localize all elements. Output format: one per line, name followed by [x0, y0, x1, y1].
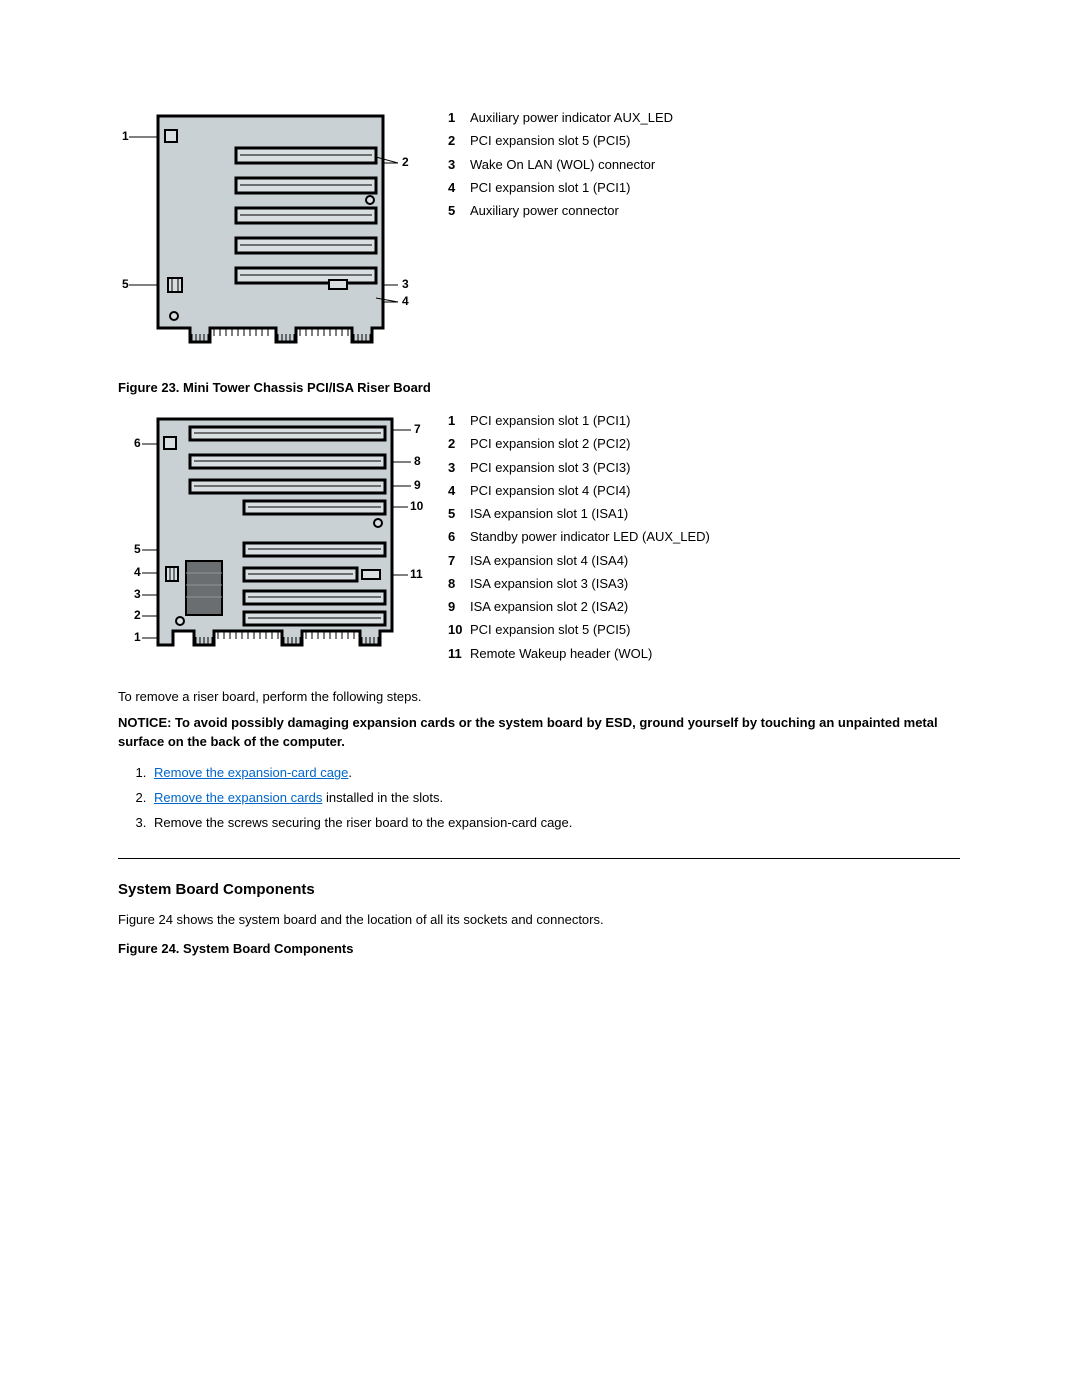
step-3: Remove the screws securing the riser boa… [150, 815, 960, 830]
callout-7: 7 [414, 422, 421, 436]
riser-board-1-svg: 1 5 2 3 4 [118, 110, 438, 355]
legend-row: 4PCI expansion slot 4 (PCI4) [448, 483, 960, 499]
callout-5: 5 [122, 277, 129, 291]
figure-23-block: 6 5 4 3 2 1 7 8 9 [118, 413, 960, 669]
step-2: Remove the expansion cards installed in … [150, 790, 960, 805]
legend-row: 1PCI expansion slot 1 (PCI1) [448, 413, 960, 429]
body-p1: To remove a riser board, perform the fol… [118, 689, 960, 704]
legend-row: 11Remote Wakeup header (WOL) [448, 646, 960, 662]
legend-row: 4PCI expansion slot 1 (PCI1) [448, 180, 960, 196]
legend-row: 5Auxiliary power connector [448, 203, 960, 219]
figure-23-diagram: 6 5 4 3 2 1 7 8 9 [118, 413, 438, 668]
callout-1: 1 [122, 129, 129, 143]
legend-row: 1Auxiliary power indicator AUX_LED [448, 110, 960, 126]
figure-22-legend: 1Auxiliary power indicator AUX_LED 2PCI … [438, 110, 960, 226]
riser-board-2-svg: 6 5 4 3 2 1 7 8 9 [118, 413, 438, 663]
figure-22-block: 1 5 2 3 4 [118, 110, 960, 360]
callout-1b: 1 [134, 630, 141, 644]
aux-power-conn [168, 278, 182, 292]
removal-steps: Remove the expansion-card cage. Remove t… [150, 765, 960, 830]
remove-cards-link[interactable]: Remove the expansion cards [154, 790, 322, 805]
figure-22-diagram: 1 5 2 3 4 [118, 110, 438, 360]
callout-4b: 4 [134, 565, 141, 579]
legend-row: 10PCI expansion slot 5 (PCI5) [448, 622, 960, 638]
legend-row: 9ISA expansion slot 2 (ISA2) [448, 599, 960, 615]
body-p2: Figure 24 shows the system board and the… [118, 912, 960, 927]
legend-row: 3Wake On LAN (WOL) connector [448, 157, 960, 173]
step-1-tail: . [348, 765, 352, 780]
callout-8: 8 [414, 454, 421, 468]
callout-4: 4 [402, 294, 409, 308]
callout-5b: 5 [134, 542, 141, 556]
remove-cage-link[interactable]: Remove the expansion-card cage [154, 765, 348, 780]
vrm-block [186, 561, 222, 615]
callout-2: 2 [402, 155, 409, 169]
legend-row: 8ISA expansion slot 3 (ISA3) [448, 576, 960, 592]
legend-row: 2PCI expansion slot 2 (PCI2) [448, 436, 960, 452]
callout-10: 10 [410, 499, 424, 513]
callout-11: 11 [410, 567, 423, 581]
page: 1 5 2 3 4 [0, 0, 1080, 1397]
section-heading: System Board Components [118, 881, 960, 898]
legend-row: 3PCI expansion slot 3 (PCI3) [448, 460, 960, 476]
figure-24-caption: Figure 24. System Board Components [118, 941, 960, 956]
callout-3b: 3 [134, 587, 141, 601]
section-rule [118, 858, 960, 859]
callout-6: 6 [134, 436, 141, 450]
step-1: Remove the expansion-card cage. [150, 765, 960, 780]
legend-row: 6Standby power indicator LED (AUX_LED) [448, 529, 960, 545]
figure-23-legend: 1PCI expansion slot 1 (PCI1) 2PCI expans… [438, 413, 960, 669]
legend-row: 5ISA expansion slot 1 (ISA1) [448, 506, 960, 522]
legend-row: 7ISA expansion slot 4 (ISA4) [448, 553, 960, 569]
wol-conn [329, 280, 347, 289]
callout-3: 3 [402, 277, 409, 291]
aux-led [165, 130, 177, 142]
esd-notice: NOTICE: To avoid possibly damaging expan… [118, 714, 960, 752]
step-2-tail: installed in the slots. [322, 790, 443, 805]
legend-row: 2PCI expansion slot 5 (PCI5) [448, 133, 960, 149]
callout-9: 9 [414, 478, 421, 492]
figure-23-caption: Figure 23. Mini Tower Chassis PCI/ISA Ri… [118, 380, 960, 395]
callout-2b: 2 [134, 608, 141, 622]
